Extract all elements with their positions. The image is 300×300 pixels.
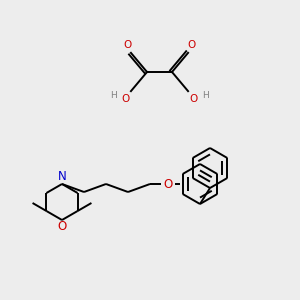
Text: H: H xyxy=(111,91,117,100)
Text: O: O xyxy=(124,40,132,50)
Text: O: O xyxy=(122,94,130,104)
Text: O: O xyxy=(189,94,197,104)
Text: O: O xyxy=(57,220,67,233)
Text: O: O xyxy=(187,40,195,50)
Text: H: H xyxy=(202,91,208,100)
Text: O: O xyxy=(164,178,172,190)
Text: N: N xyxy=(58,170,66,184)
